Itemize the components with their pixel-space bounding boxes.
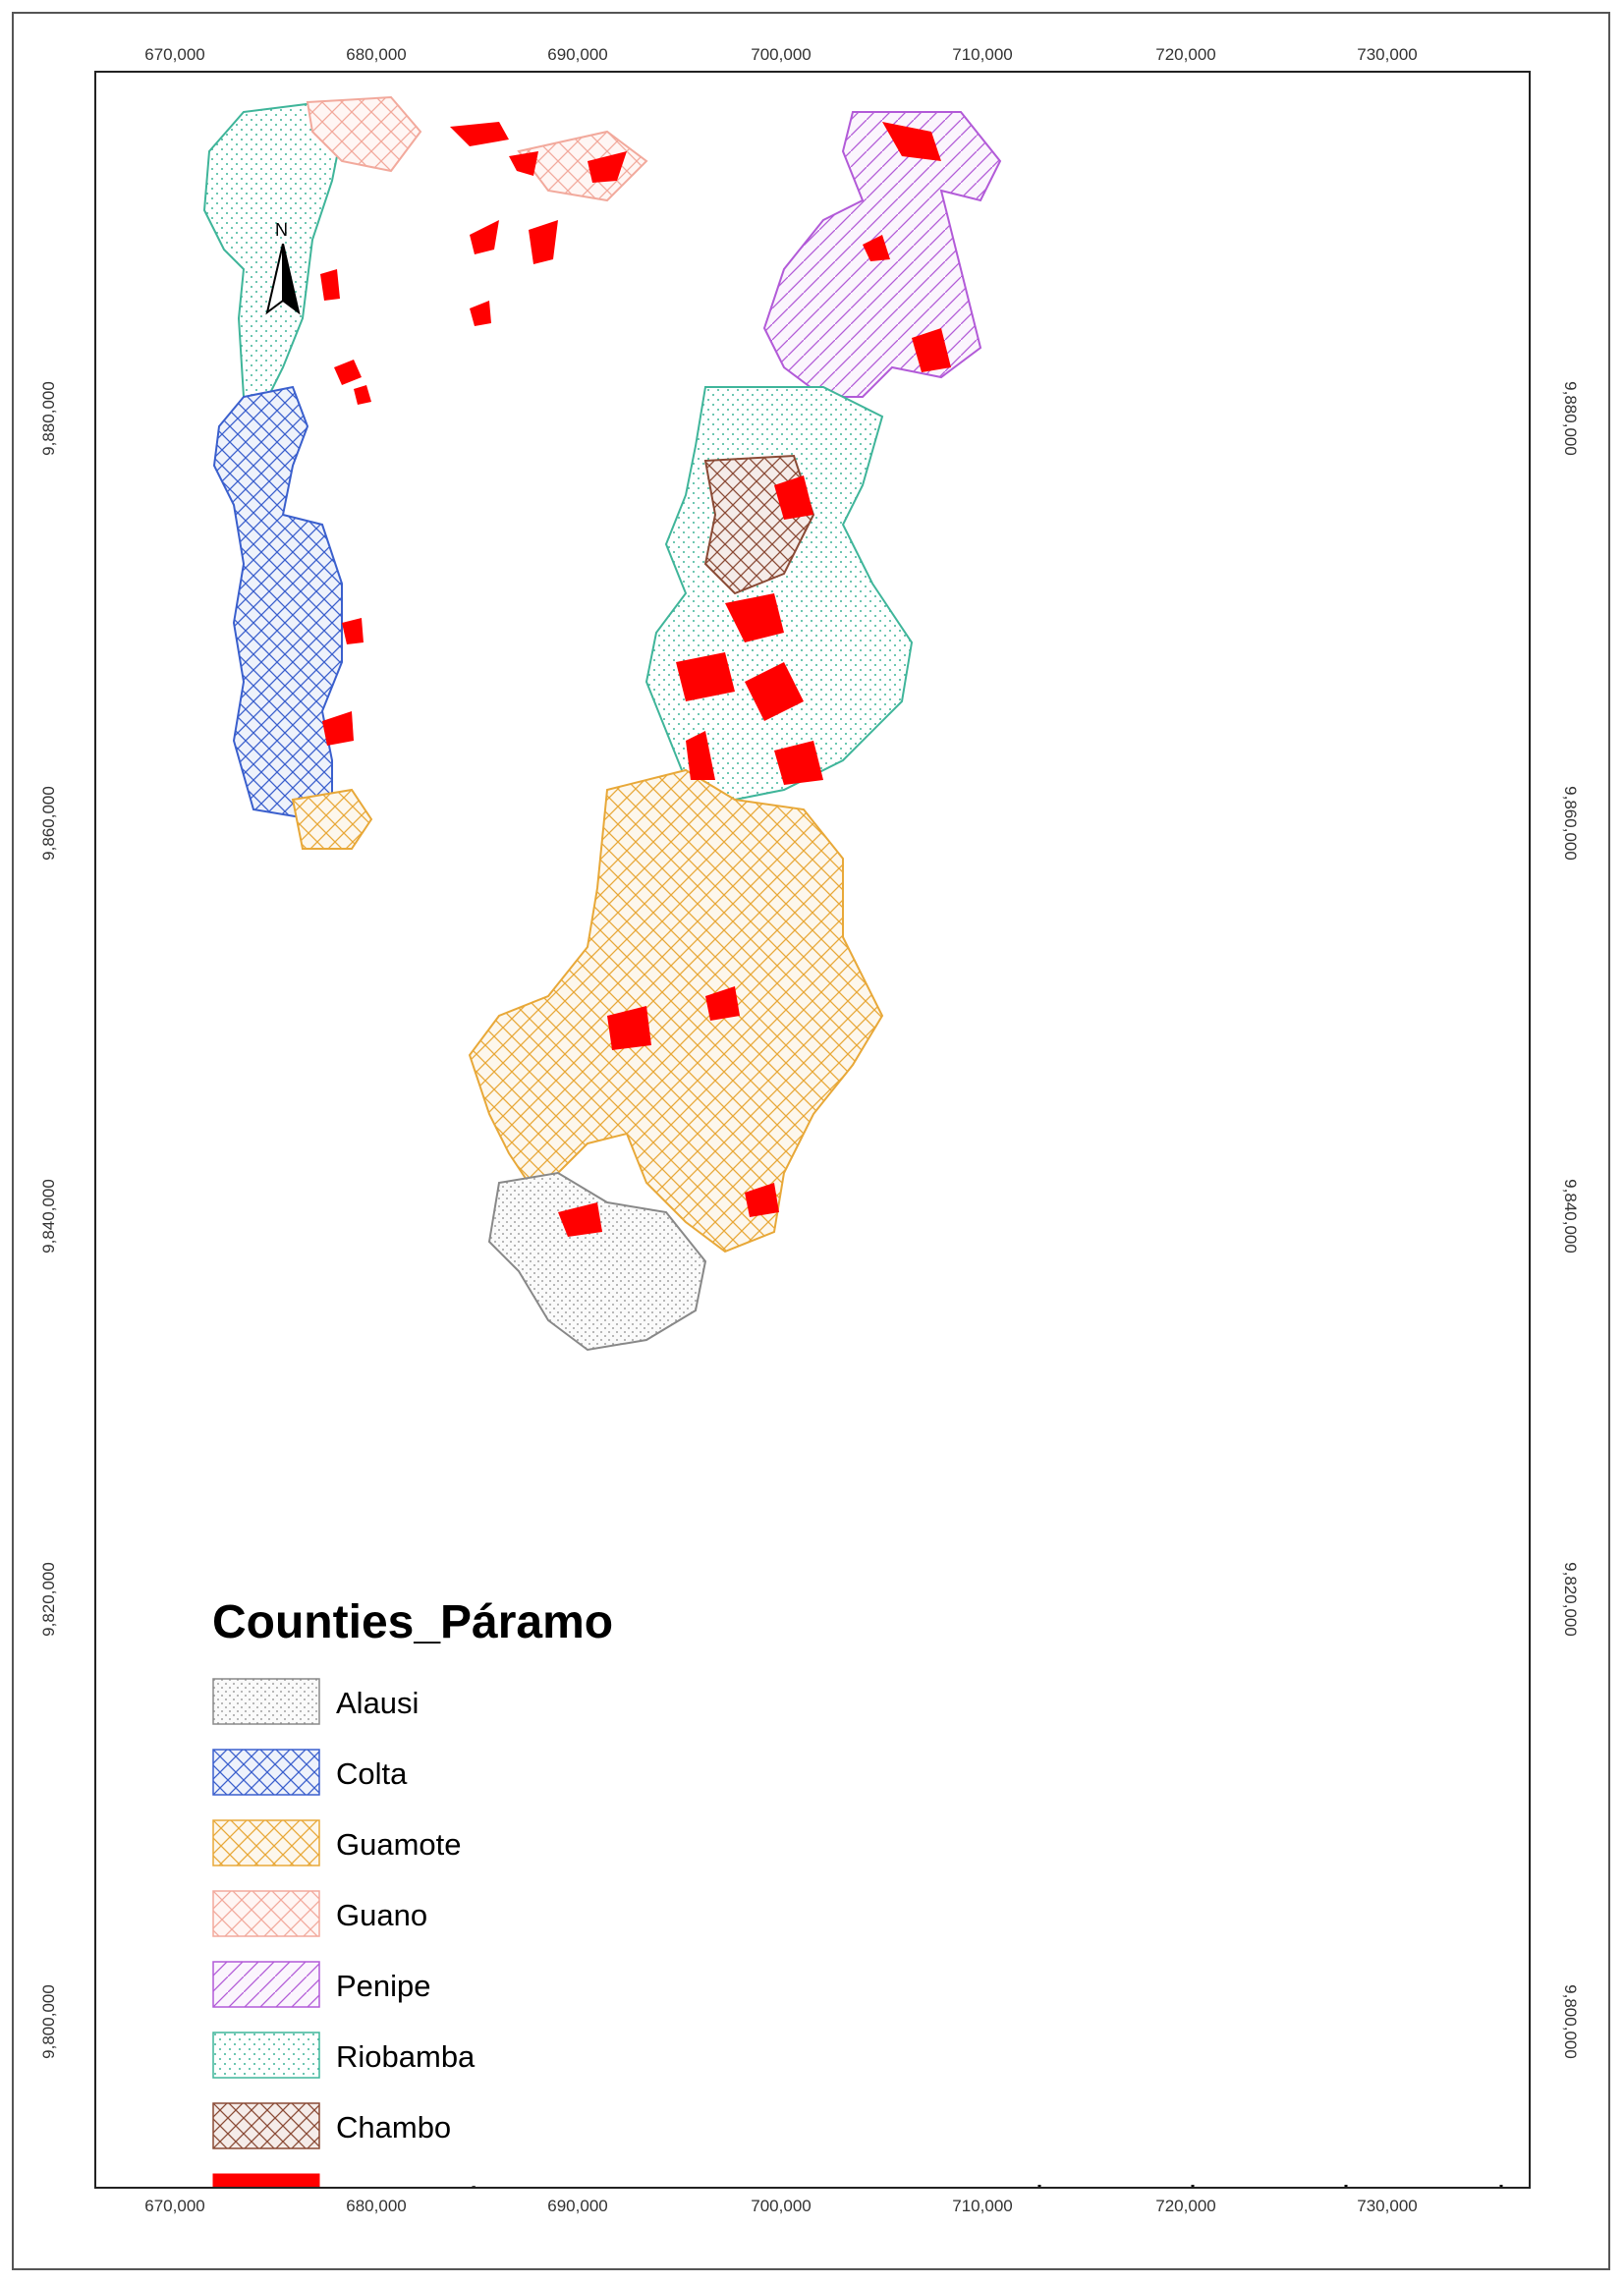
x-tick-top-690000: 690,000	[547, 45, 608, 64]
legend-swatch	[212, 1890, 320, 1937]
legend-swatch	[212, 1678, 320, 1725]
y-tick-right-9880000: 9,880,000	[1560, 381, 1580, 456]
legend-item-riobamba: Riobamba	[212, 2032, 703, 2079]
legend-label: Alausi	[336, 1686, 420, 1720]
legend-label: Guano	[336, 1898, 428, 1932]
legend-item-loss-of-p-ramo: Loss of Páramo	[212, 2173, 703, 2187]
x-tick-bottom-710000: 710,000	[952, 2197, 1013, 2215]
y-tick-left-9800000: 9,800,000	[38, 1984, 58, 2059]
legend-label: Chambo	[336, 2110, 452, 2145]
outer-frame	[12, 12, 1610, 2270]
legend-item-chambo: Chambo	[212, 2102, 703, 2149]
x-tick-top-730000: 730,000	[1357, 45, 1418, 64]
loss-patches	[320, 122, 951, 1237]
region-colta	[212, 385, 343, 821]
y-tick-right-9820000: 9,820,000	[1560, 1562, 1580, 1637]
scale-bar-graphic	[1037, 2185, 1503, 2187]
y-tick-right-9840000: 9,840,000	[1560, 1179, 1580, 1253]
x-tick-bottom-670000: 670,000	[144, 2197, 205, 2215]
legend-label: Loss of Páramo	[336, 2181, 549, 2187]
y-tick-right-9860000: 9,860,000	[1560, 786, 1580, 861]
x-tick-bottom-730000: 730,000	[1357, 2197, 1418, 2215]
scale-bar: 0 2 4 8 12 Miles	[1010, 2175, 1529, 2187]
x-tick-top-670000: 670,000	[144, 45, 205, 64]
legend-label: Colta	[336, 1756, 408, 1791]
map-canvas	[202, 95, 1002, 1352]
legend-item-guamote: Guamote	[212, 1819, 703, 1866]
region-guamote-west	[291, 788, 373, 850]
x-tick-bottom-690000: 690,000	[547, 2197, 608, 2215]
legend-swatch	[212, 1749, 320, 1796]
legend-swatch	[212, 1819, 320, 1866]
legend-swatch	[212, 2032, 320, 2079]
map-frame[interactable]: N Counties_Páramo Alausi Colta Guamote Guan…	[94, 71, 1531, 2189]
y-tick-left-9820000: 9,820,000	[38, 1562, 58, 1637]
x-tick-top-720000: 720,000	[1155, 45, 1216, 64]
legend-item-penipe: Penipe	[212, 1961, 703, 2008]
x-tick-top-680000: 680,000	[346, 45, 407, 64]
y-tick-left-9880000: 9,880,000	[38, 381, 58, 456]
y-tick-right-9800000: 9,800,000	[1560, 1984, 1580, 2059]
x-tick-top-710000: 710,000	[952, 45, 1013, 64]
north-arrow: N	[253, 220, 312, 318]
region-riobamba-east	[644, 386, 914, 802]
region-guamote-main	[468, 768, 884, 1253]
legend-title: Counties_Páramo	[212, 1596, 614, 1648]
legend-label: Riobamba	[336, 2039, 476, 2074]
legend-swatch	[212, 2102, 320, 2149]
legend-swatch	[212, 1961, 320, 2008]
region-guano-center	[517, 130, 648, 202]
legend-item-colta: Colta	[212, 1749, 703, 1796]
x-tick-bottom-700000: 700,000	[751, 2197, 812, 2215]
legend-swatch	[212, 2173, 320, 2187]
legend-label: Guamote	[336, 1827, 462, 1862]
region-alausi	[487, 1171, 707, 1352]
x-tick-bottom-720000: 720,000	[1155, 2197, 1216, 2215]
north-arrow-icon	[265, 244, 301, 315]
legend-label: Penipe	[336, 1969, 431, 2003]
x-tick-bottom-680000: 680,000	[346, 2197, 407, 2215]
region-guano-north	[306, 95, 422, 173]
x-tick-top-700000: 700,000	[751, 45, 812, 64]
legend-item-alausi: Alausi	[212, 1678, 703, 1725]
y-tick-left-9860000: 9,860,000	[38, 786, 58, 861]
north-label: N	[275, 220, 288, 240]
legend-item-guano: Guano	[212, 1890, 703, 1937]
y-tick-left-9840000: 9,840,000	[38, 1179, 58, 1253]
